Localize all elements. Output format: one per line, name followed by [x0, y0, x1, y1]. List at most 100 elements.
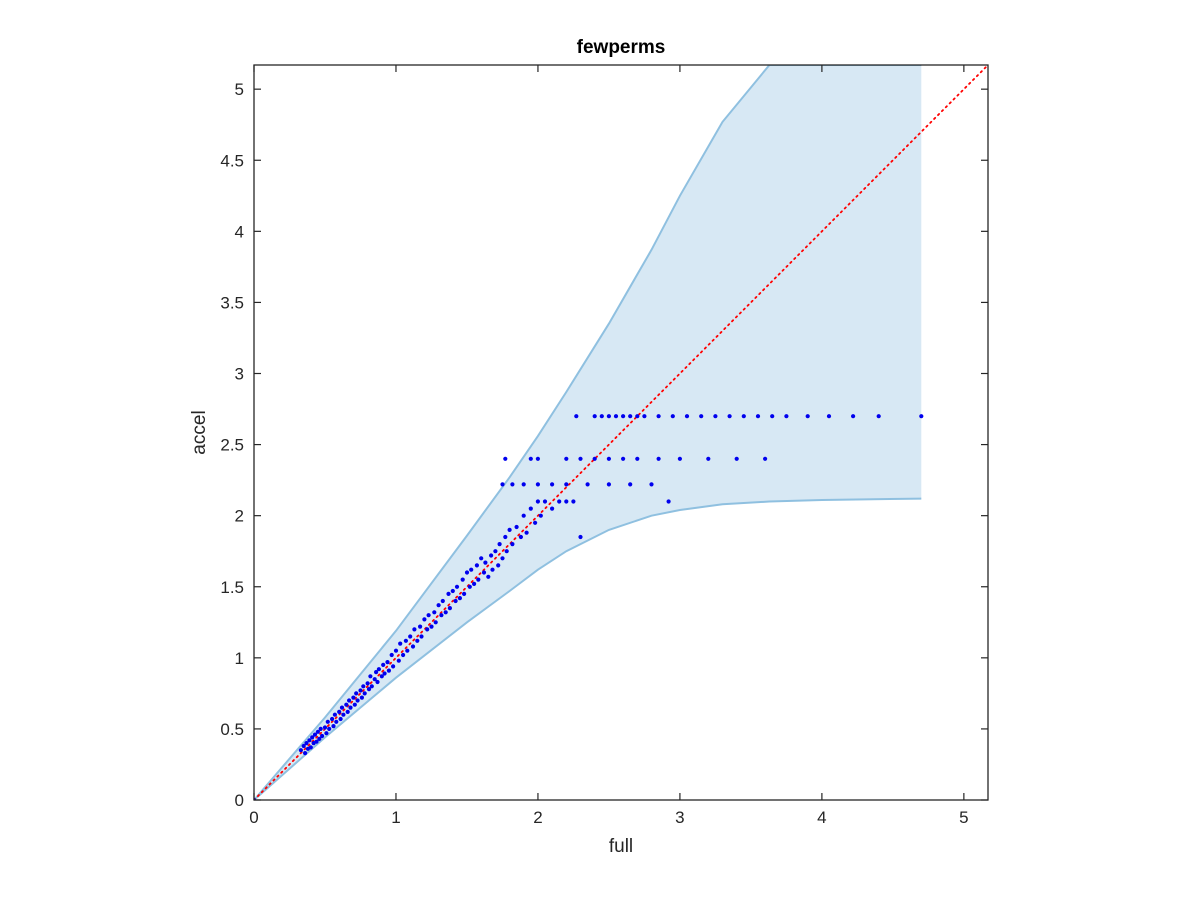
data-point — [518, 534, 524, 540]
data-point — [365, 681, 370, 686]
data-point — [310, 735, 315, 740]
data-point — [432, 610, 437, 615]
data-point — [474, 563, 479, 568]
data-point — [446, 591, 451, 597]
data-point — [382, 671, 387, 676]
data-point — [337, 709, 342, 715]
data-point — [366, 687, 372, 692]
data-point — [462, 591, 467, 597]
data-point — [425, 627, 430, 632]
data-point — [606, 456, 612, 461]
data-point — [412, 627, 417, 632]
data-point — [443, 610, 448, 615]
data-point — [521, 482, 526, 487]
data-point — [439, 613, 444, 618]
data-point — [418, 624, 423, 629]
data-point — [415, 638, 420, 643]
data-point — [464, 570, 470, 575]
data-point — [347, 698, 352, 703]
data-point — [642, 414, 647, 419]
data-point — [514, 524, 519, 530]
data-point — [571, 499, 576, 504]
data-point — [348, 705, 353, 710]
band-upper-edge — [254, 65, 922, 800]
data-point — [317, 736, 322, 742]
data-point — [389, 652, 394, 658]
data-point — [504, 549, 509, 554]
data-point — [410, 644, 416, 649]
data-point — [666, 499, 671, 504]
data-point — [376, 667, 381, 672]
data-point — [564, 499, 569, 504]
data-point — [426, 613, 431, 618]
y-axis-label: accel — [189, 410, 210, 454]
y-tick-label: 5 — [235, 80, 244, 99]
data-point — [635, 456, 640, 461]
data-point — [368, 674, 373, 679]
data-point — [298, 748, 303, 753]
y-tick-label: 4 — [235, 222, 244, 241]
x-tick-label: 3 — [675, 808, 684, 827]
data-point — [503, 534, 508, 540]
data-point — [401, 652, 406, 658]
data-point — [419, 634, 424, 639]
data-point — [483, 560, 488, 565]
data-point — [876, 414, 881, 419]
x-tick-label: 4 — [817, 808, 826, 827]
data-point — [379, 674, 384, 679]
data-point — [304, 741, 309, 746]
data-point — [315, 729, 320, 734]
data-point — [393, 648, 399, 653]
data-point — [359, 695, 364, 700]
data-point — [649, 482, 654, 487]
data-point — [535, 456, 541, 461]
data-point — [542, 499, 548, 504]
y-tick-label: 2.5 — [220, 436, 244, 455]
data-point — [528, 506, 533, 511]
data-point — [535, 499, 541, 504]
data-point — [621, 456, 626, 461]
data-point — [784, 414, 789, 419]
data-point — [550, 482, 555, 487]
data-point — [585, 482, 590, 487]
data-point — [372, 677, 377, 682]
data-point — [398, 641, 403, 646]
y-tick-label: 1.5 — [220, 578, 244, 597]
data-point — [341, 712, 346, 717]
x-tick-label: 0 — [249, 808, 258, 827]
data-point — [322, 725, 328, 730]
data-point — [538, 513, 543, 518]
data-point — [524, 530, 529, 535]
data-point — [510, 482, 515, 487]
data-point — [550, 506, 555, 511]
data-point — [706, 456, 711, 461]
data-point — [770, 414, 775, 419]
data-point — [355, 698, 360, 703]
x-tick-label: 1 — [391, 808, 400, 827]
data-point — [453, 598, 458, 604]
data-point — [713, 414, 718, 419]
data-point — [352, 702, 357, 707]
data-point — [510, 542, 515, 547]
data-point — [613, 414, 619, 419]
data-point — [557, 499, 562, 504]
data-point — [635, 414, 640, 419]
band-fill — [254, 65, 922, 800]
data-point — [500, 482, 505, 487]
x-axis-label: full — [609, 836, 633, 857]
data-point — [564, 456, 569, 461]
data-point — [429, 624, 434, 629]
data-point — [500, 556, 505, 561]
data-point — [344, 702, 349, 707]
data-point — [338, 716, 343, 722]
data-point — [628, 482, 633, 487]
data-point — [496, 563, 501, 568]
data-point — [670, 414, 675, 419]
data-point — [564, 482, 569, 487]
y-tick-label: 2 — [235, 507, 244, 526]
data-point — [320, 733, 325, 739]
data-point — [330, 716, 335, 722]
data-point — [490, 567, 495, 572]
data-point — [467, 584, 472, 589]
data-point — [599, 414, 604, 419]
